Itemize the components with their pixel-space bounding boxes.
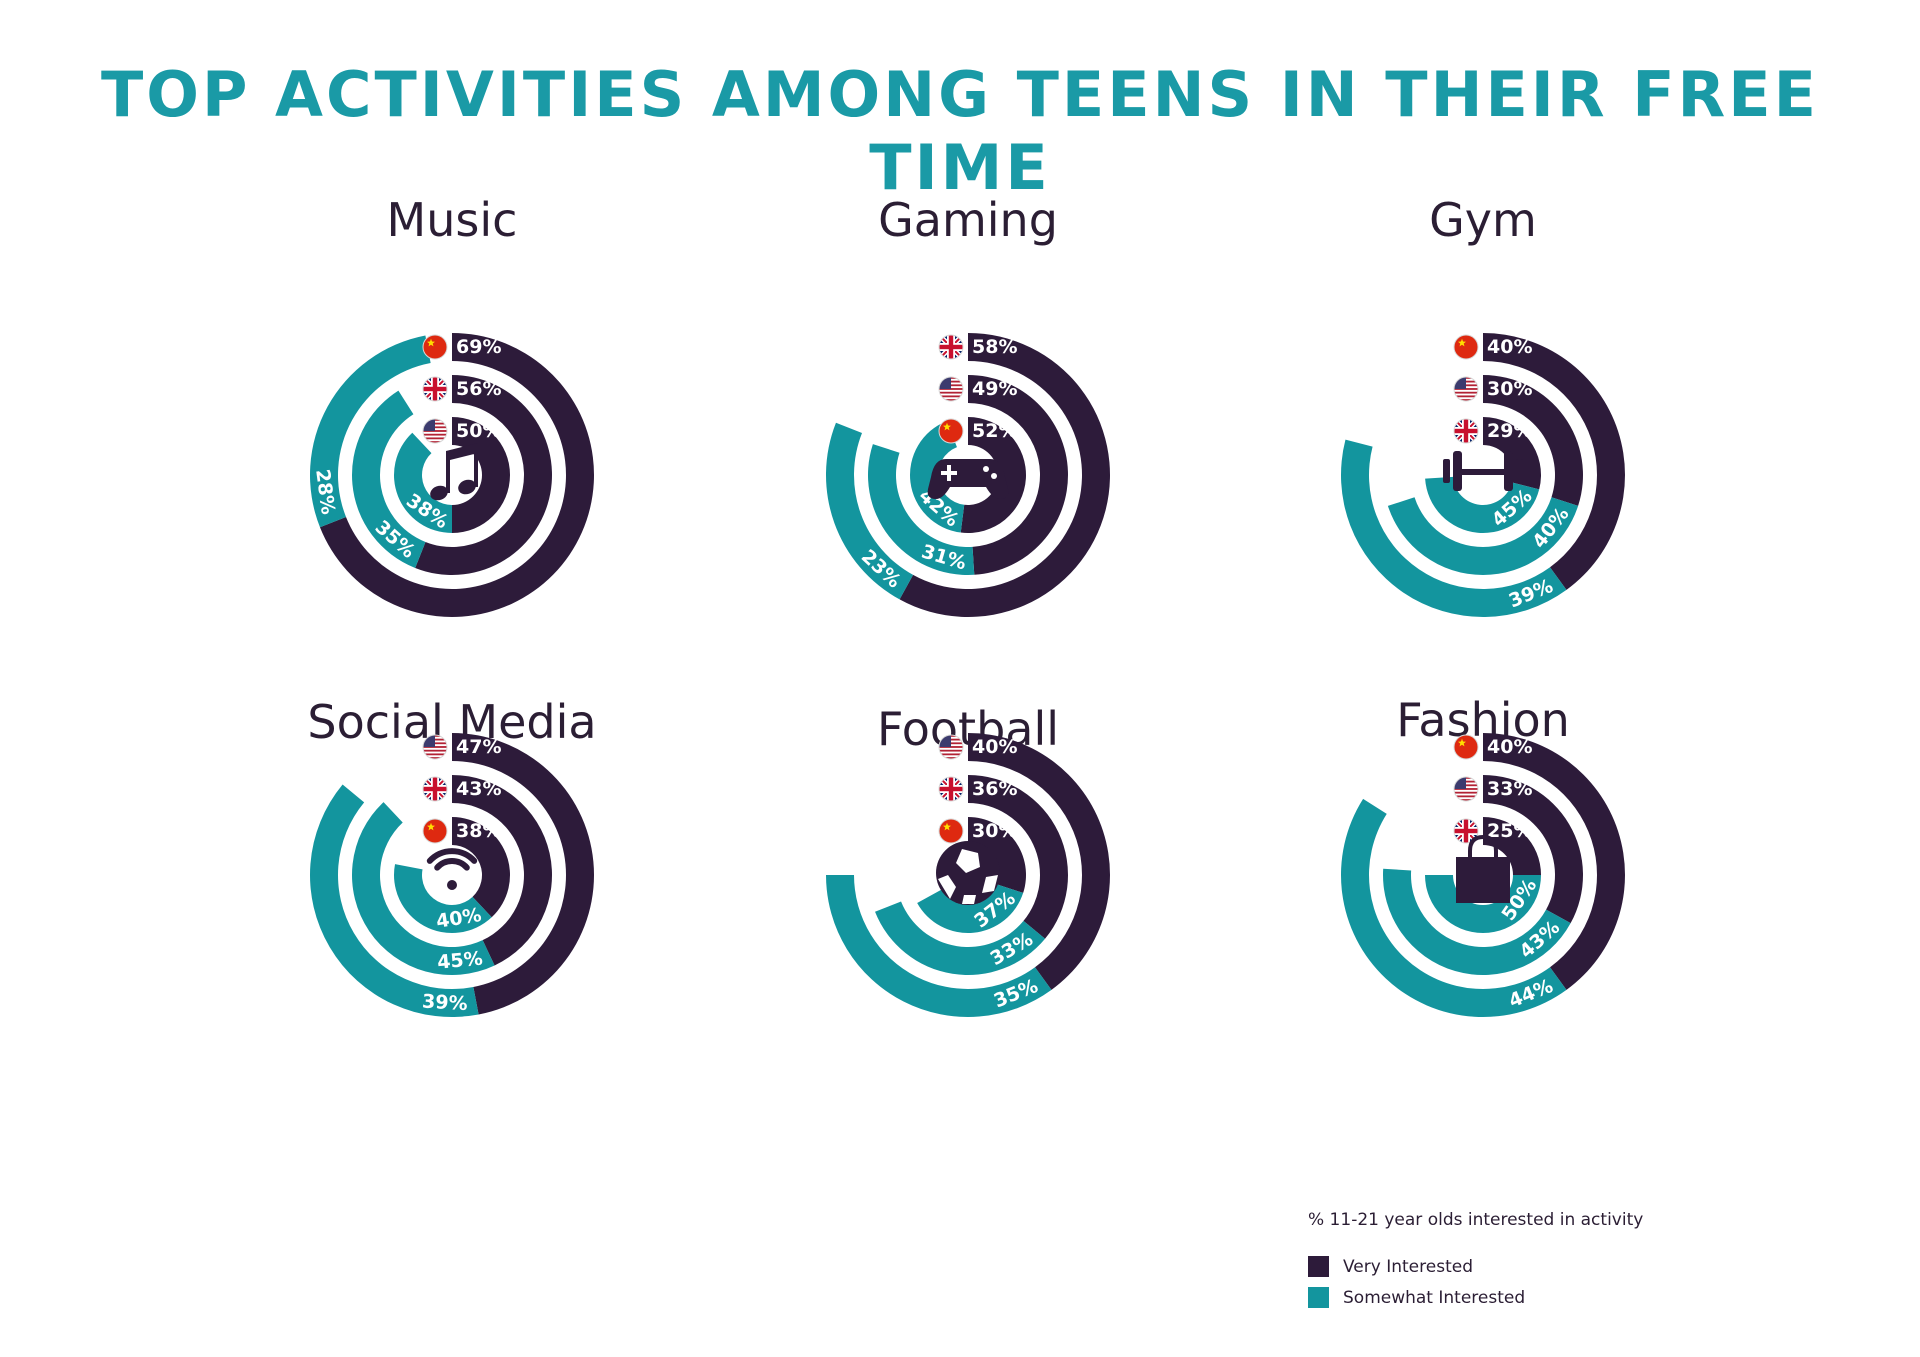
usa-flag-icon xyxy=(938,376,964,402)
wifi-icon xyxy=(426,848,478,890)
bar-very-interested xyxy=(1483,817,1541,875)
bar-very-interested xyxy=(899,333,1111,618)
chart-title: Gym xyxy=(1429,193,1537,247)
bar-very-interested xyxy=(1483,333,1625,590)
label-somewhat-interested: 39% xyxy=(422,991,469,1016)
usa-flag-icon xyxy=(938,734,964,760)
bar-somewhat-interested xyxy=(875,901,1046,975)
legend-item-very: Very Interested xyxy=(1308,1256,1643,1277)
label-very-interested: 30% xyxy=(1487,378,1532,400)
bar-somewhat-interested xyxy=(351,390,426,568)
dumbbell-icon xyxy=(1443,451,1523,491)
music-note-icon xyxy=(430,443,478,501)
label-very-interested: 38% xyxy=(456,820,501,842)
bar-somewhat-interested xyxy=(309,784,479,1017)
label-very-interested: 56% xyxy=(456,378,501,400)
label-very-interested: 40% xyxy=(972,736,1017,758)
label-very-interested: 52% xyxy=(972,420,1017,442)
label-very-interested: 47% xyxy=(456,736,501,758)
usa-flag-icon xyxy=(1453,376,1479,402)
bar-somewhat-interested xyxy=(310,335,431,528)
uk-flag-icon xyxy=(938,334,964,360)
bar-somewhat-interested xyxy=(868,444,975,575)
label-very-interested: 33% xyxy=(1487,778,1532,800)
bar-very-interested xyxy=(960,417,1026,533)
china-flag-icon xyxy=(1453,734,1479,760)
bar-very-interested xyxy=(968,817,1026,893)
bar-very-interested xyxy=(452,733,595,1015)
shopping-bag-icon xyxy=(1456,834,1510,903)
bar-somewhat-interested xyxy=(917,884,1024,933)
china-flag-icon xyxy=(422,334,448,360)
chart-title: Gaming xyxy=(878,193,1058,247)
usa-flag-icon xyxy=(1453,776,1479,802)
bar-somewhat-interested xyxy=(394,864,492,933)
china-flag-icon xyxy=(938,418,964,444)
bar-very-interested xyxy=(968,775,1068,939)
label-very-interested: 30% xyxy=(972,820,1017,842)
bar-somewhat-interested xyxy=(1383,868,1571,975)
label-very-interested: 40% xyxy=(1487,736,1532,758)
label-very-interested: 29% xyxy=(1487,420,1532,442)
label-very-interested: 36% xyxy=(972,778,1017,800)
bar-somewhat-interested xyxy=(393,432,452,533)
soccer-ball-icon xyxy=(936,841,1000,905)
bar-very-interested xyxy=(1483,775,1583,924)
bar-somewhat-interested xyxy=(351,802,495,976)
label-somewhat-interested: 45% xyxy=(436,948,483,974)
legend-swatch-very xyxy=(1308,1256,1329,1277)
uk-flag-icon xyxy=(938,776,964,802)
china-flag-icon xyxy=(1453,334,1479,360)
label-very-interested: 25% xyxy=(1487,820,1532,842)
bar-very-interested xyxy=(415,375,552,575)
china-flag-icon xyxy=(422,818,448,844)
uk-flag-icon xyxy=(1453,418,1479,444)
bar-very-interested xyxy=(1483,733,1625,990)
label-very-interested: 50% xyxy=(456,420,501,442)
chart-title: Music xyxy=(387,193,518,247)
bar-somewhat-interested xyxy=(826,875,1052,1017)
china-flag-icon xyxy=(938,818,964,844)
bar-very-interested xyxy=(968,375,1068,575)
label-very-interested: 40% xyxy=(1487,336,1532,358)
legend-swatch-somewhat xyxy=(1308,1287,1329,1308)
bar-very-interested xyxy=(452,775,552,966)
usa-flag-icon xyxy=(422,418,448,444)
uk-flag-icon xyxy=(422,776,448,802)
label-very-interested: 43% xyxy=(456,778,501,800)
bar-somewhat-interested xyxy=(826,422,914,600)
bar-somewhat-interested xyxy=(1425,875,1541,933)
label-very-interested: 58% xyxy=(972,336,1017,358)
bar-very-interested xyxy=(968,733,1110,990)
page-title: TOP ACTIVITIES AMONG TEENS IN THEIR FREE… xyxy=(100,58,1819,204)
bar-very-interested xyxy=(1483,375,1583,506)
legend-title: % 11-21 year olds interested in activity xyxy=(1308,1210,1644,1230)
bar-somewhat-interested xyxy=(1387,497,1579,575)
label-very-interested: 69% xyxy=(456,336,501,358)
game-controller-icon xyxy=(927,459,1009,499)
usa-flag-icon xyxy=(422,734,448,760)
uk-flag-icon xyxy=(422,376,448,402)
legend: % 11-21 year olds interested in activity… xyxy=(1308,1210,1643,1318)
legend-label-somewhat: Somewhat Interested xyxy=(1343,1287,1526,1308)
bar-somewhat-interested xyxy=(1340,798,1567,1017)
bar-very-interested xyxy=(452,817,511,918)
legend-item-somewhat: Somewhat Interested xyxy=(1308,1287,1643,1308)
label-very-interested: 49% xyxy=(972,378,1017,400)
legend-label-very: Very Interested xyxy=(1343,1256,1473,1277)
bar-somewhat-interested xyxy=(1341,439,1567,617)
